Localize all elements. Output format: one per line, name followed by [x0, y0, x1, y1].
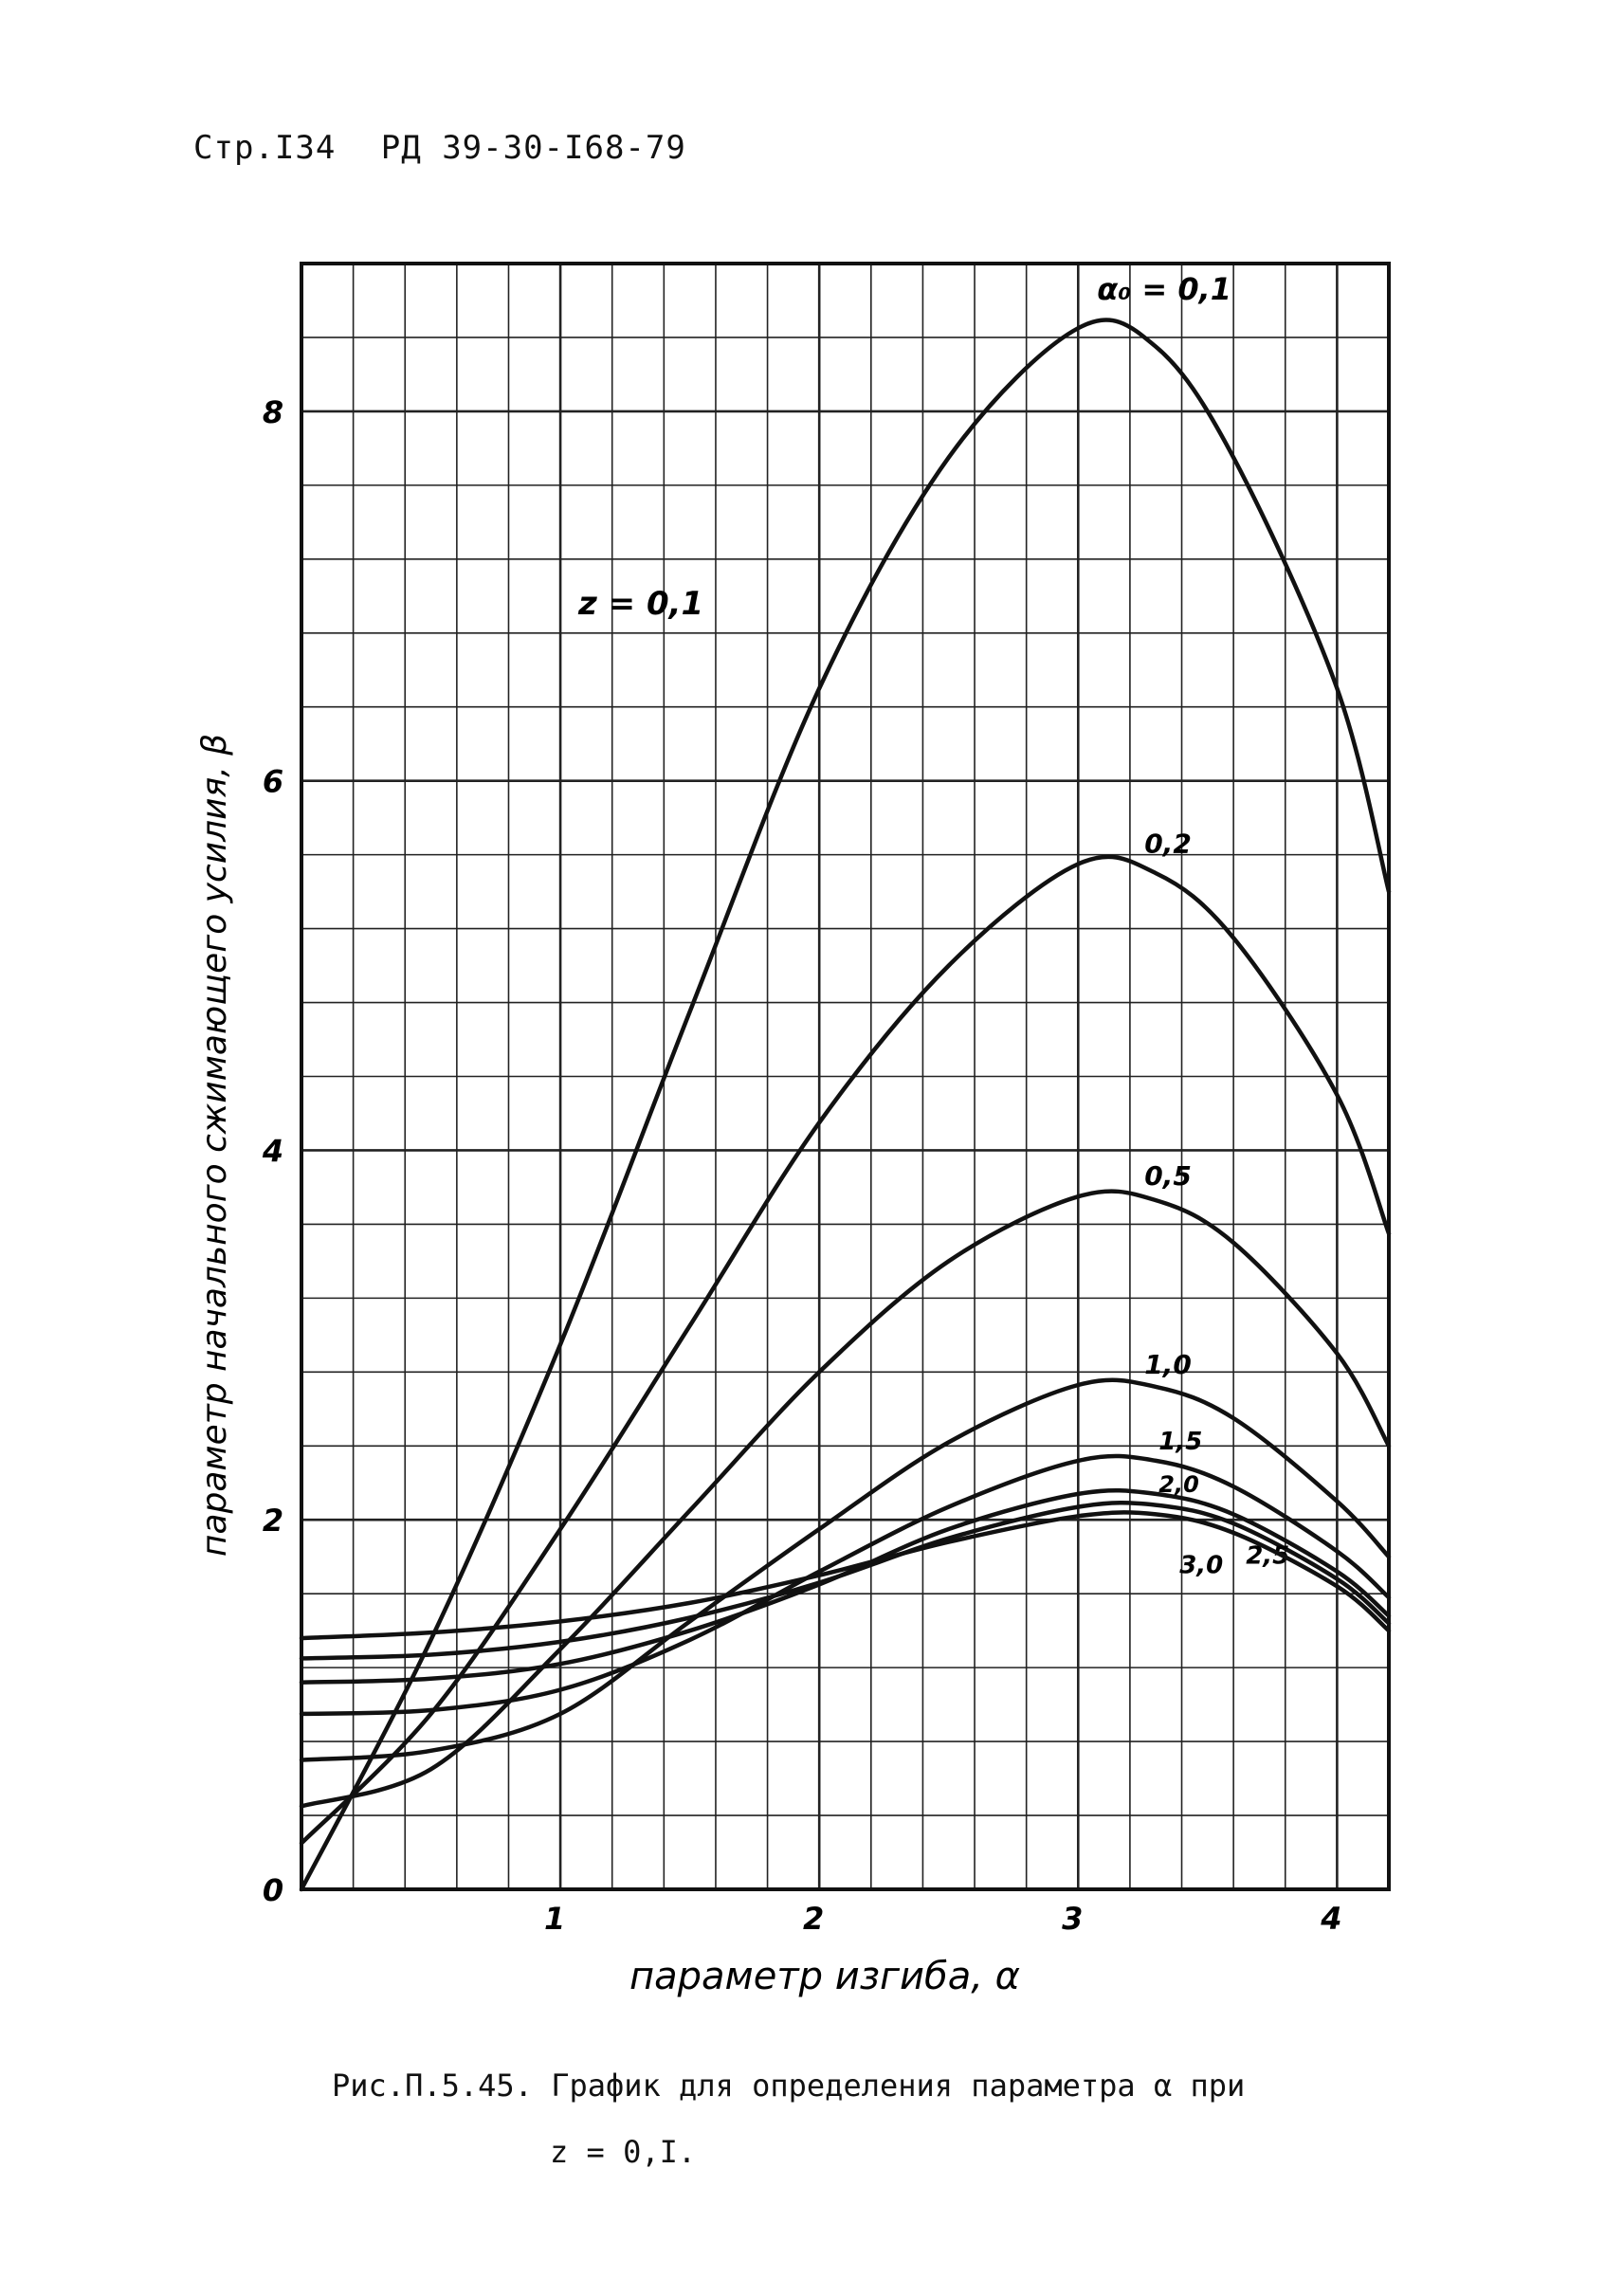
series-line [299, 1488, 1392, 1685]
series-label: 1,0 [1144, 1349, 1192, 1380]
document-code: РД 39-30-I68-79 [380, 129, 686, 167]
page-number: Стр.I34 [193, 129, 337, 167]
plot-frame [300, 262, 1391, 1891]
series-line [299, 1501, 1392, 1661]
chart-series: α₀ = 0,10,20,51,01,52,02,53,0 [299, 271, 1392, 1892]
chart-annotation: z = 0,1 [577, 585, 703, 623]
x-tick-label: 4 [1320, 1901, 1341, 1937]
series-line [299, 1189, 1392, 1809]
chart-ticks: 1 2 3 4 0 2 4 6 8 [262, 394, 1342, 1937]
x-tick-label: 2 [803, 1901, 824, 1937]
chart-grid [301, 264, 1389, 1889]
series-label: 1,5 [1158, 1428, 1202, 1456]
figure-caption: Рис.П.5.45. График для определения парам… [332, 2052, 1245, 2185]
chart-frame [300, 262, 1391, 1891]
y-tick-label: 2 [263, 1503, 283, 1539]
series-line [299, 1377, 1392, 1762]
page-header: Стр.I34 РД 39-30-I68-79 [193, 129, 711, 167]
y-tick-label: 4 [262, 1133, 283, 1169]
series-line [299, 318, 1392, 1892]
series-label: 2,0 [1158, 1471, 1199, 1498]
caption-line-1: Рис.П.5.45. График для определения парам… [332, 2068, 1246, 2104]
series-line [299, 1510, 1392, 1641]
series-label: 3,0 [1179, 1551, 1223, 1579]
x-tick-label: 3 [1062, 1901, 1083, 1937]
series-line [299, 854, 1392, 1846]
y-tick-label: 8 [263, 394, 283, 430]
caption-line-2: z = 0,I. [550, 2134, 697, 2170]
y-tick-label: 0 [263, 1872, 283, 1908]
x-tick-label: 1 [544, 1901, 565, 1937]
series-label: 0,5 [1144, 1160, 1192, 1192]
series-label: α₀ = 0,1 [1097, 271, 1231, 307]
series-label: 0,2 [1144, 828, 1192, 859]
series-line [299, 1453, 1392, 1717]
y-axis-label: параметр начального сжимающего усилия, β [195, 734, 234, 1557]
y-tick-label: 6 [263, 764, 283, 800]
x-axis-label: параметр изгиба, α [629, 1955, 1020, 1998]
